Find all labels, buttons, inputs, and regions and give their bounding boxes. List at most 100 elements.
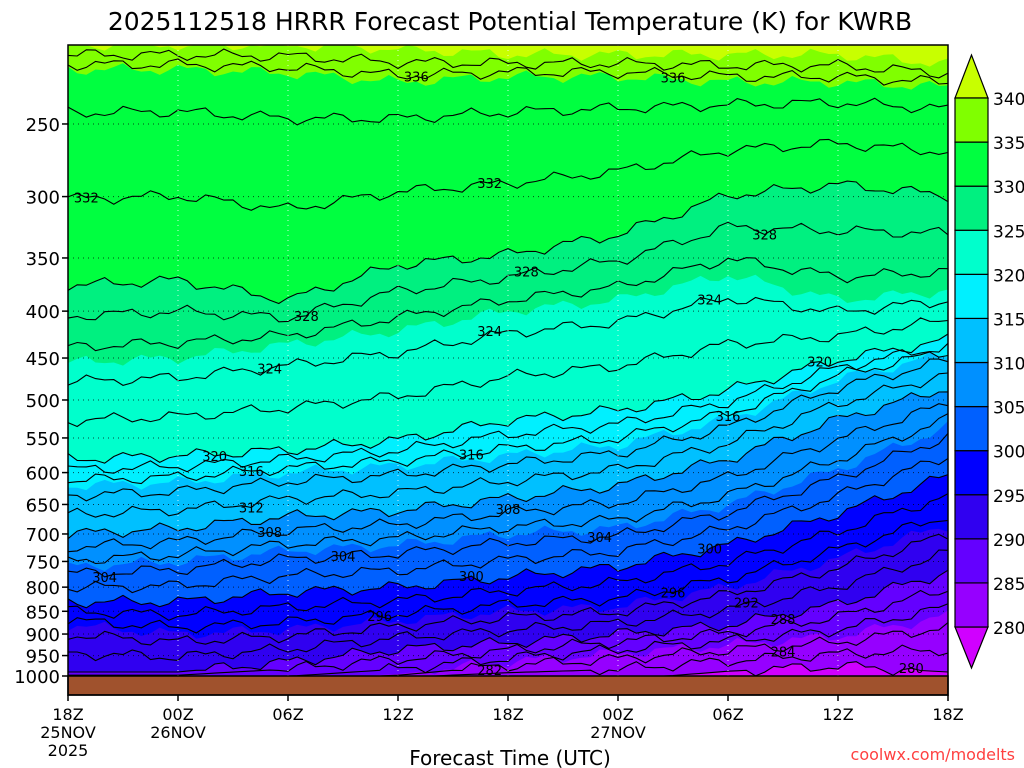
colorbar-box-315 [954,273,989,320]
contour-line-330 [67,180,949,305]
contour-label: 304 [331,550,356,565]
x-tick-label: 12Z [382,705,413,724]
x-tick-label: 25NOV [40,723,96,742]
contour-line-310 [67,391,949,540]
x-tick-label: 06Z [712,705,743,724]
contour-line-334 [67,97,949,126]
contour-label: 300 [459,570,484,585]
colorbar: 280 285 290 295 300 305 310 315 320 325 330 335 340 [954,53,1024,670]
y-tick-label: 500 [26,391,60,412]
contour-line-332 [67,138,949,211]
colorbar-max-triangle [954,53,989,99]
contour-line-298 [67,493,949,621]
y-tick-label: 450 [26,349,60,370]
colorbar-box-285 [954,538,989,584]
contour-line-292 [68,549,949,662]
y-tick-label: 900 [26,625,60,646]
ground-bar [67,675,949,696]
y-axis: 2503003504004505005506006507007508008509… [14,115,68,688]
contour-label: 336 [404,70,429,85]
x-tick-label: 2025 [48,741,89,760]
y-tick-label: 700 [26,525,60,546]
y-tick-label: 850 [26,602,60,623]
band-above-335 [68,45,948,90]
contour-label: 316 [239,465,264,480]
x-tick-label: 26NOV [150,723,206,742]
y-tick-label: 550 [26,429,60,450]
colorbar-box-300 [954,405,989,452]
y-tick-label: 650 [26,495,60,516]
contour-line-300 [67,474,949,609]
contour-label: 328 [294,310,319,325]
contour-label: 324 [257,363,282,378]
colorbar-label: 310 [993,355,1024,375]
contour-label: 308 [257,526,282,541]
contour-label: 336 [661,72,686,87]
colorbar-label: 325 [993,222,1024,242]
y-tick-label: 250 [26,115,60,136]
colorbar-label: 285 [993,575,1024,595]
colorbar-box-320 [954,229,989,275]
colorbar-box-330 [954,141,989,187]
contour-label: 304 [92,571,117,586]
contour-label: 332 [477,177,502,192]
contour-line-308 [67,403,949,553]
contour-label: 284 [771,645,796,660]
colorbar-box-280 [954,582,989,628]
y-tick-label: 300 [26,188,60,209]
x-tick-label: 18Z [932,705,963,724]
x-tick-label: 00Z [162,705,193,724]
chart-title: 2025112518 HRRR Forecast Potential Tempe… [108,7,912,36]
y-tick-label: 750 [26,552,60,573]
contour-label: 324 [477,325,502,340]
colorbar-label: 290 [993,531,1024,551]
contour-line-320 [67,333,949,464]
colorbar-box-325 [954,185,989,231]
y-tick-label: 800 [26,578,60,599]
contour-labels: 336 336 332 332 328 328 328 324 324 324 320 320 316 3… [74,70,924,679]
contour-line-314 [67,358,949,502]
colorbar-label: 300 [993,443,1024,463]
x-tick-label: 27NOV [590,723,646,742]
colorbar-label: 335 [993,134,1024,154]
band-above-330 [68,45,948,304]
contour-label: 328 [514,266,539,281]
colorbar-box-310 [954,317,989,364]
contour-line-302 [67,457,949,594]
colorbar-label: 305 [993,399,1024,419]
x-axis-label: Forecast Time (UTC) [409,746,611,768]
contour-label: 316 [716,410,741,425]
contour-label: 296 [367,610,392,625]
colorbar-label: 315 [993,310,1024,330]
contour-label: 328 [752,228,777,243]
x-tick-label: 18Z [52,705,83,724]
x-tick-label: 06Z [272,705,303,724]
contour-line-312 [67,372,949,518]
y-tick-label: 400 [26,302,60,323]
contour-line-306 [67,413,949,565]
contour-line-294 [67,533,949,646]
colorbar-label: 330 [993,178,1024,198]
grid-lines [67,45,949,677]
contour-line-290 [68,569,949,673]
colorbar-label: 295 [993,487,1024,507]
contour-label: 324 [697,294,722,309]
colorbar-box-305 [954,361,989,408]
contour-label: 292 [734,596,759,611]
contour-label: 300 [697,543,722,558]
contour-label: 316 [459,448,484,463]
contour-label: 312 [239,501,264,516]
colorbar-label: 280 [993,619,1024,639]
x-tick-label: 00Z [602,705,633,724]
contour-line-288 [68,589,949,676]
y-tick-label: 950 [26,647,60,668]
colorbar-box-295 [954,450,989,496]
y-tick-label: 1000 [14,667,60,688]
contour-label: 308 [496,503,521,518]
credit-text: coolwx.com/modelts [851,745,1015,764]
contour-label: 332 [74,191,99,206]
colorbar-box-335 [954,97,989,143]
x-tick-label: 18Z [492,705,523,724]
